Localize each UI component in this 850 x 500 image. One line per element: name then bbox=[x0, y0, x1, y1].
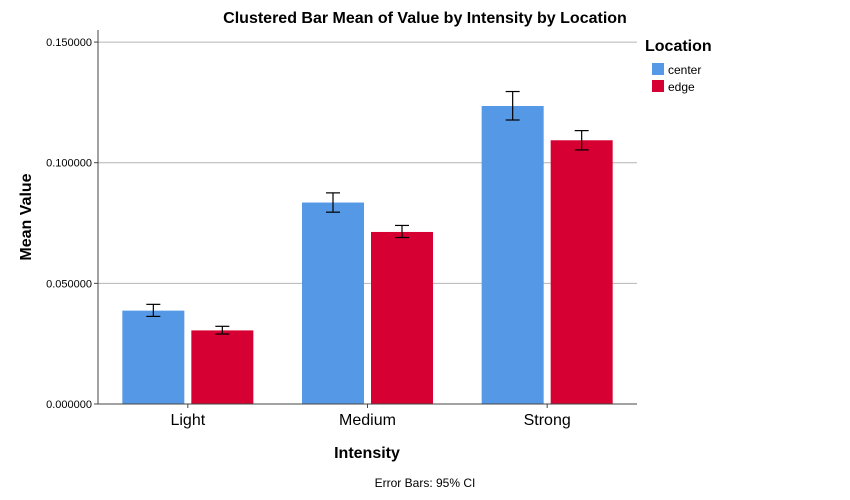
footnote: Error Bars: 95% CI bbox=[375, 476, 476, 490]
y-tick-label-0: 0.000000 bbox=[46, 399, 92, 411]
x-axis-title: Intensity bbox=[334, 445, 400, 462]
chart-title: Clustered Bar Mean of Value by Intensity… bbox=[223, 10, 627, 27]
y-axis-title: Mean Value bbox=[18, 173, 35, 260]
y-tick-labels: 0.000000 0.050000 0.100000 0.150000 bbox=[46, 37, 98, 411]
x-tick-label-light: Light bbox=[170, 412, 205, 429]
legend-label-center: center bbox=[668, 63, 701, 77]
bar-center-strong bbox=[481, 106, 544, 404]
legend-swatch-center bbox=[652, 63, 664, 75]
y-tick-label-2: 0.100000 bbox=[46, 158, 92, 170]
bar-edge-medium bbox=[371, 231, 433, 404]
error-bars bbox=[146, 90, 589, 335]
bar-center-medium bbox=[302, 202, 364, 404]
bar-center-light bbox=[122, 310, 185, 404]
legend: Location center edge bbox=[645, 38, 712, 94]
legend-items: center edge bbox=[652, 63, 701, 94]
bar-edge-light bbox=[191, 330, 254, 404]
y-tick-label-3: 0.150000 bbox=[46, 37, 92, 49]
x-tick-label-medium: Medium bbox=[339, 412, 396, 429]
y-tick-label-1: 0.050000 bbox=[46, 278, 92, 290]
bars bbox=[122, 106, 613, 404]
legend-title: Location bbox=[645, 38, 712, 55]
legend-swatch-edge bbox=[652, 80, 664, 92]
x-tick-labels: Light Medium Strong bbox=[170, 404, 571, 429]
gridlines bbox=[98, 41, 637, 284]
legend-label-edge: edge bbox=[668, 80, 695, 94]
x-tick-label-strong: Strong bbox=[524, 412, 571, 429]
bar-edge-strong bbox=[550, 140, 613, 404]
